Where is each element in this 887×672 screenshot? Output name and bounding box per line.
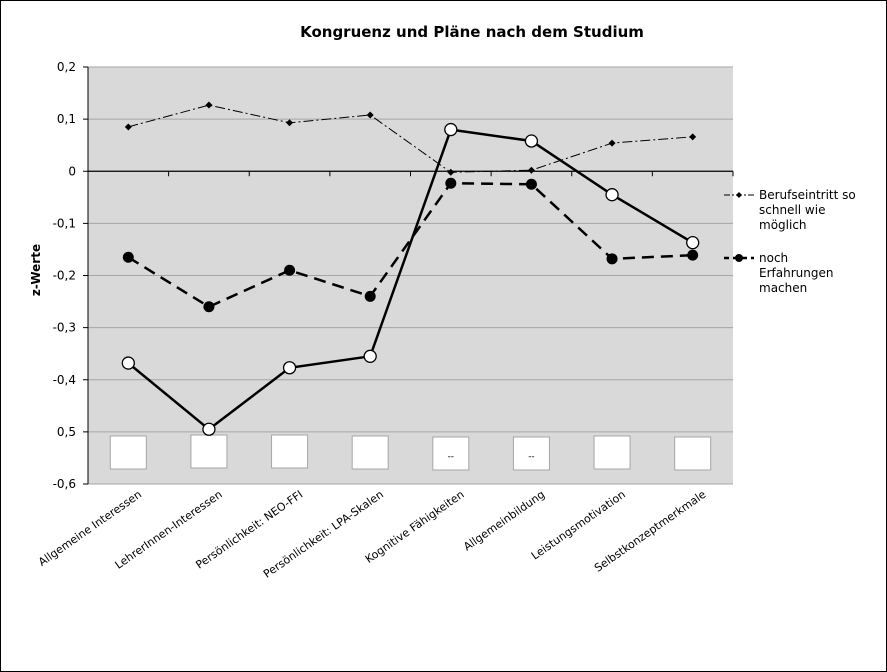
category-box (512, 436, 550, 471)
series-1 (124, 101, 697, 176)
y-tick-label: -0,4 (53, 373, 76, 387)
data-point (608, 139, 616, 147)
legend-label: machen (759, 281, 807, 295)
series-line (127, 128, 694, 431)
data-point (364, 290, 376, 302)
data-point (121, 356, 135, 370)
category-box (351, 435, 389, 470)
y-tick-label: -0,6 (53, 477, 76, 491)
data-point (524, 134, 539, 148)
data-point (447, 168, 455, 176)
legend-marker (736, 192, 742, 198)
data-point (606, 253, 618, 265)
data-point (203, 301, 215, 313)
y-tick-label: 0 (68, 164, 76, 178)
data-point (527, 166, 535, 174)
y-tick-label: 0,2 (57, 60, 76, 74)
chart-title: Kongruenz und Pläne nach dem Studium (300, 23, 644, 41)
data-point (445, 177, 457, 189)
data-point (124, 123, 132, 131)
y-tick-label: -0,3 (53, 321, 76, 335)
category-boxes: -- -- (109, 434, 712, 471)
y-tick-label: 0,1 (57, 112, 76, 126)
data-point (689, 133, 697, 141)
category-box (432, 436, 470, 471)
legend-label: schnell wie (759, 203, 825, 217)
axes (87, 67, 734, 484)
legend-label: noch (759, 251, 788, 265)
x-category-label: Allgemeinbildung (461, 488, 547, 554)
data-point (282, 361, 297, 375)
series-layer (121, 101, 700, 436)
y-axis-label: z-Werte (29, 244, 43, 296)
legend-marker (735, 254, 743, 262)
data-point (687, 249, 699, 261)
data-point (605, 188, 619, 202)
legend-label: Erfahrungen (759, 266, 833, 280)
series-line (127, 181, 693, 309)
category-box (109, 435, 147, 470)
category-box (593, 435, 631, 470)
y-tick-label: -0,1 (53, 216, 76, 230)
data-point (122, 251, 134, 263)
category-box (674, 436, 712, 471)
series-2 (122, 177, 699, 313)
category-box (271, 434, 309, 469)
category-box (190, 434, 228, 469)
series-line (128, 104, 693, 173)
data-point (202, 422, 216, 436)
data-point (525, 178, 537, 190)
category-box-mark: -- (448, 452, 455, 462)
data-point (363, 349, 377, 363)
data-point (205, 101, 213, 109)
legend-label: Berufseintritt so (759, 188, 856, 202)
category-box-mark: -- (528, 452, 535, 462)
data-point (686, 236, 700, 250)
legend-label: möglich (759, 218, 807, 232)
x-axis-categories: Allgemeine InteressenLehrerInnen-Interes… (36, 488, 709, 581)
y-tick-label: -0,2 (53, 269, 76, 283)
data-point (284, 264, 296, 276)
data-point (286, 119, 294, 127)
series-3 (121, 122, 700, 436)
data-point (444, 122, 458, 137)
data-point (366, 111, 374, 119)
y-axis-ticks: 0,2 0,1 0 -0,1 -0,2 -0,3 -0,4 0,5 -0,6 (53, 60, 88, 491)
y-tick-label: 0,5 (57, 425, 76, 439)
gridlines (88, 66, 733, 485)
